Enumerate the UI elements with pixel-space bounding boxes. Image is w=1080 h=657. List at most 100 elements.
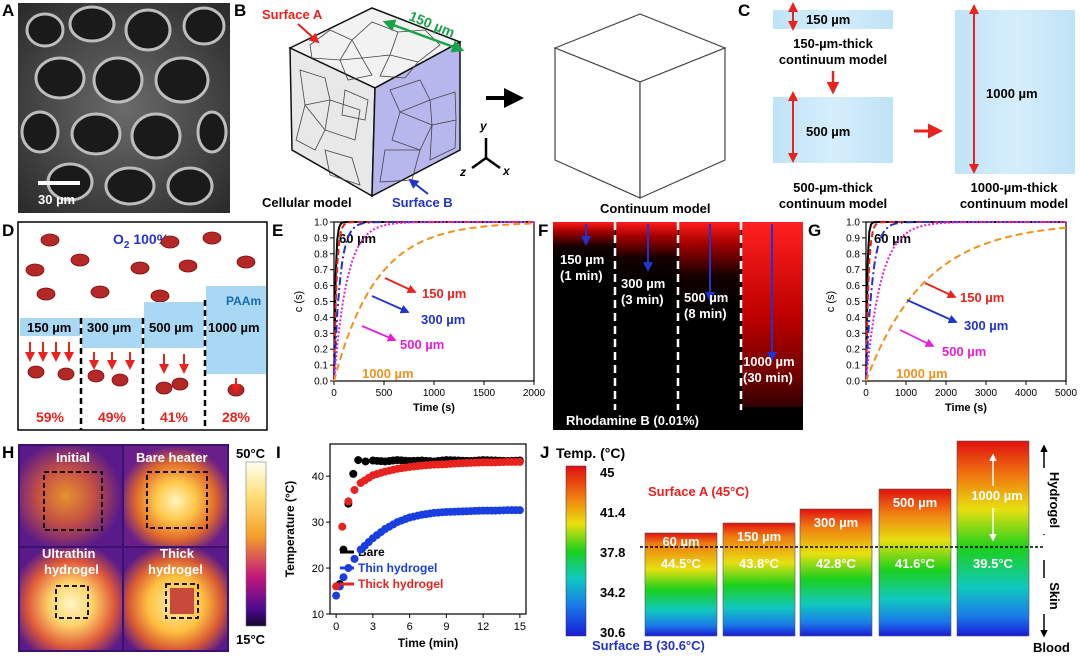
series-line-4 — [865, 226, 1067, 382]
temp-bar-2 — [799, 508, 873, 637]
point-0 — [401, 456, 410, 465]
series-line-3 — [865, 221, 1066, 382]
axis-z: z — [459, 165, 466, 179]
y-tick-label: 0.5 — [846, 297, 860, 308]
surface-a-temp: Surface A (45°C) — [648, 484, 749, 499]
y-tick-label: 0.3 — [314, 329, 328, 340]
temp-tick-label: 34.2 — [600, 585, 625, 600]
x-tick-label: 0 — [331, 388, 337, 399]
permeation-arrows — [25, 342, 241, 394]
panel-f: F 150 µm (1 min) 300 µm (3 min) 500 µm (… — [538, 221, 803, 430]
point-1 — [487, 506, 496, 515]
thick-label-2: continuum model — [960, 196, 1068, 211]
y-tick-label: 0.4 — [314, 313, 328, 324]
series-label-1: 150 µm — [422, 286, 466, 301]
point-1 — [332, 591, 341, 600]
x-tick-label: 5000 — [1055, 388, 1078, 399]
percent-4: 28% — [222, 409, 251, 425]
panel-g: G 0 1000 2000 3000 4000 5000 0.0 0.1 0.2 0.3 0.4 0.… — [808, 218, 1078, 415]
mid-dim-label: 500 µm — [806, 124, 850, 139]
temp-bars: 60 µm 44.5°C 150 µm 43.8°C 300 µm 42.8°C 500 µ… — [644, 440, 1030, 637]
x-tick-label: 2000 — [523, 388, 546, 399]
x-tick-label: 0 — [333, 621, 339, 633]
y-tick-label: 40 — [312, 471, 324, 483]
y-tick-label: 0.9 — [314, 233, 328, 244]
o2-label: O2 100% — [113, 231, 170, 251]
x-tick-label: 500 — [376, 388, 393, 399]
sem-foam-pores — [20, 5, 228, 206]
dimension-arrow — [382, 19, 465, 53]
y-axis-label: c (s) — [293, 291, 305, 312]
point-1 — [499, 506, 508, 515]
bar-temp-3: 41.6°C — [895, 556, 936, 571]
panel-d: D O2 100% PAAm 150 µm 300 µm 500 µm 1000… — [2, 221, 268, 431]
panel-label-b: B — [234, 1, 246, 20]
x-tick-label: 2000 — [935, 388, 958, 399]
thin-label-1: 150-µm-thick — [793, 36, 874, 51]
y-tick-label: 0.3 — [846, 329, 860, 340]
o2-prefix: O — [113, 231, 124, 247]
layer-500 — [144, 302, 204, 348]
thick-label-1: 1000-µm-thick — [971, 180, 1059, 195]
y-tick-label: 0.0 — [846, 377, 860, 388]
point-2 — [426, 460, 435, 469]
ultrathin-label-1: Ultrathin — [42, 546, 96, 561]
bar-thickness-4: 1000 µm — [971, 488, 1023, 503]
point-0 — [389, 456, 398, 465]
layer-150 — [20, 318, 80, 336]
point-1 — [350, 554, 359, 563]
bare-heater-label: Bare heater — [136, 450, 208, 465]
y-tick-label: 0.8 — [846, 249, 860, 260]
thick-dim-label: 1000 µm — [986, 86, 1038, 101]
skin-label: Skin — [1047, 582, 1062, 610]
x-tick-label: 1500 — [473, 388, 496, 399]
thin-model-block — [773, 10, 893, 29]
y-tick-label: 0.2 — [846, 345, 860, 356]
temp-tick-label: 45 — [600, 465, 614, 480]
panel-i: I 0 3 6 9 12 15 10 20 30 40 Time (min) Temperature … — [276, 443, 527, 650]
chart-i: 0 3 6 9 12 15 10 20 30 40 Time (min) Temperature (°… — [283, 443, 527, 650]
x-axis-label: Time (s) — [945, 402, 987, 414]
point-2 — [344, 497, 353, 506]
point-0 — [361, 457, 370, 466]
panel-label-c: C — [738, 1, 750, 20]
point-2 — [438, 460, 447, 469]
panel-label-d: D — [2, 221, 14, 240]
series-line-3 — [333, 221, 534, 382]
x-axis-label: Time (s) — [413, 402, 455, 414]
series-label-0: 60 µm — [874, 231, 911, 246]
skin-label-bg — [1036, 578, 1052, 614]
percent-1: 59% — [36, 409, 65, 425]
panel-label-a: A — [2, 1, 14, 20]
point-1 — [389, 520, 398, 529]
temp-tick-label: 30.6 — [600, 625, 625, 640]
thin-label-2: continuum model — [779, 52, 887, 67]
surface-b-label: Surface B — [392, 195, 453, 210]
panel-label-g: G — [808, 221, 821, 240]
point-2 — [413, 462, 422, 471]
y-tick-label: 0.1 — [846, 361, 860, 372]
point-1 — [401, 515, 410, 524]
stain-1-time: (1 min) — [560, 268, 603, 283]
penetration-arrows — [581, 224, 777, 362]
mid-label-2: continuum model — [779, 196, 887, 211]
x-tick-label: 0 — [863, 388, 869, 399]
continuum-cube — [553, 13, 727, 199]
point-2 — [511, 457, 520, 466]
series-label-4: 1000 µm — [896, 366, 948, 381]
bar-thickness-3: 500 µm — [893, 495, 937, 510]
y-tick-label: 1.0 — [846, 218, 860, 229]
percent-2: 49% — [98, 409, 127, 425]
series-label-2: 300 µm — [421, 312, 465, 327]
point-1 — [438, 508, 447, 517]
plot-frame — [329, 443, 527, 615]
x-tick-label: 9 — [443, 621, 449, 633]
y-tick-label: 1.0 — [314, 218, 328, 229]
y-tick-label: 0.4 — [846, 313, 860, 324]
chart-e-annotations — [361, 277, 417, 342]
bar-thickness-0: 60 µm — [662, 534, 699, 549]
scale-min-label: 15°C — [236, 632, 266, 647]
roi-boxes — [43, 471, 208, 619]
panel-label-h: H — [2, 443, 14, 462]
layer-300 — [82, 318, 142, 348]
